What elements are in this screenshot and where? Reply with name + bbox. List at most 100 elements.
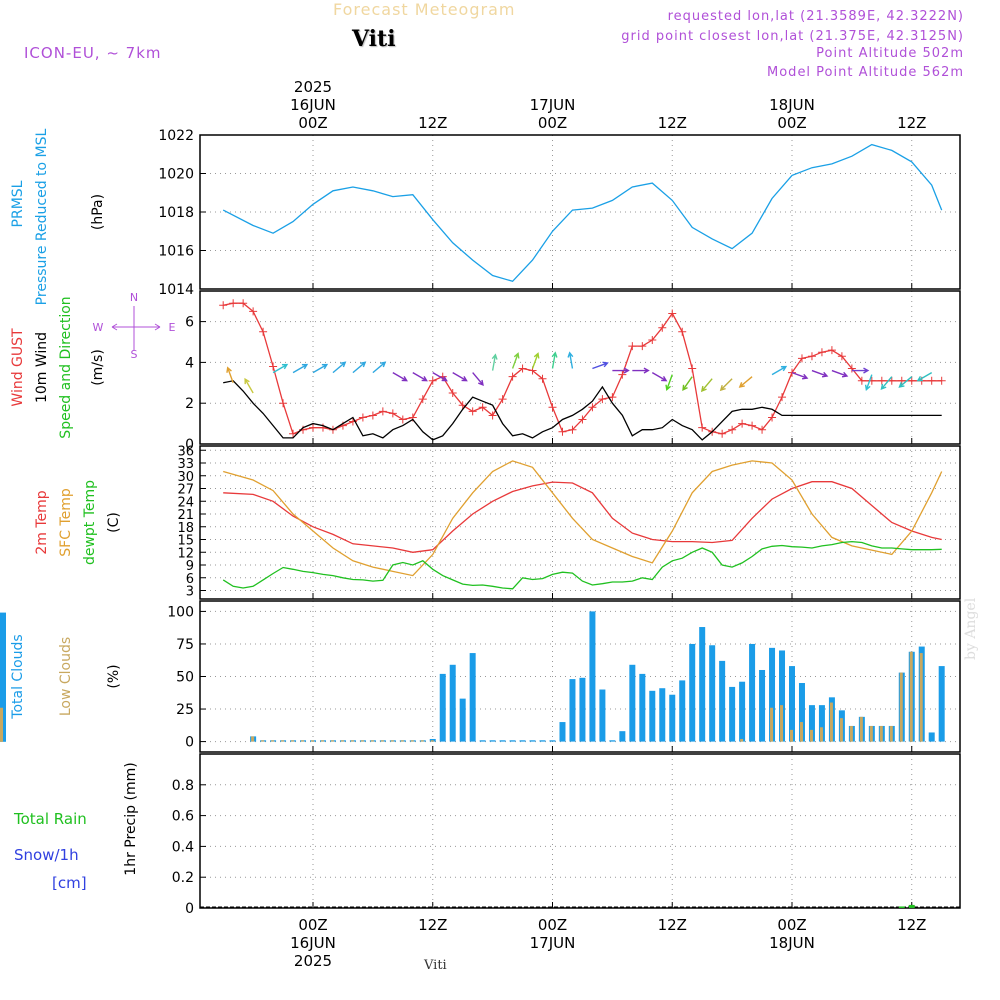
- cloud-bar-total: [639, 673, 646, 742]
- station-name: Viti: [352, 26, 396, 52]
- wind-arrow: [811, 369, 829, 378]
- compass-north: N: [130, 291, 138, 304]
- gust-marker: [488, 411, 497, 420]
- time-label-top: 18JUN: [769, 96, 815, 114]
- y-tick-label: 75: [176, 637, 194, 653]
- gust-marker: [428, 376, 437, 385]
- cloud-bar-low: [780, 705, 784, 742]
- gust-marker: [269, 362, 278, 371]
- gust-marker: [418, 395, 427, 404]
- cloud-bar-low: [859, 716, 863, 742]
- gust-marker: [448, 389, 457, 397]
- cloud-bar-total: [559, 722, 566, 742]
- gust-marker: [259, 327, 268, 336]
- time-label-top: 12Z: [658, 114, 687, 132]
- cloud-bar-low: [360, 740, 364, 742]
- gust-marker: [748, 421, 757, 430]
- wind-arrow: [592, 361, 609, 370]
- time-label-bottom: 16JUN: [290, 934, 336, 952]
- y-tick-label: 1020: [158, 167, 194, 183]
- cloud-bar-low: [849, 725, 853, 742]
- gust-marker: [608, 393, 617, 402]
- time-label-top: 00Z: [538, 114, 567, 132]
- y-axis-label: Total Clouds: [10, 634, 26, 719]
- cloud-bar-low: [271, 740, 275, 742]
- y-tick-label: 1016: [158, 244, 194, 260]
- cloud-bar-low: [839, 718, 843, 742]
- gust-marker: [558, 427, 567, 436]
- compass-east: E: [169, 321, 176, 334]
- gust-marker: [688, 364, 697, 373]
- wind-arrow: [831, 369, 849, 378]
- cloud-bar-low: [390, 740, 394, 742]
- gust-marker: [678, 327, 687, 336]
- gust-marker: [638, 342, 647, 351]
- gust-marker: [618, 370, 627, 379]
- gust-marker: [468, 407, 477, 416]
- gust-marker: [518, 364, 527, 373]
- cloud-bar-total: [759, 669, 766, 742]
- cloud-bar-total: [529, 740, 536, 742]
- cloud-bar-total: [449, 664, 456, 742]
- wind-arrow: [632, 367, 650, 374]
- time-label-bottom: 17JUN: [530, 934, 576, 952]
- panel-frame-clouds: [199, 600, 961, 753]
- cloud-bar-low: [320, 740, 324, 742]
- y-axis-label: 10m Wind: [34, 332, 50, 403]
- gust-marker: [498, 395, 507, 404]
- y-axis-label: (hPa): [90, 194, 106, 230]
- cloud-bar-total: [499, 740, 506, 742]
- series-line-10m-wind: [223, 380, 942, 441]
- wind-arrow: [567, 351, 574, 369]
- compass-arrows: [111, 306, 161, 350]
- y-tick-label: 6: [186, 572, 194, 587]
- y-tick-label: 0.2: [172, 870, 194, 886]
- wind-arrow: [916, 371, 933, 382]
- legend-snow-unit: [cm]: [52, 874, 87, 892]
- gust-marker: [598, 395, 607, 404]
- panel-frame-wind: [199, 290, 961, 445]
- wind-arrow: [412, 371, 428, 382]
- time-label-top: 00Z: [298, 114, 327, 132]
- cloud-bar-total: [459, 698, 466, 742]
- time-label-top: 12Z: [418, 114, 447, 132]
- legend-snow: Snow/1h: [14, 846, 79, 864]
- cloud-bar-total: [789, 666, 795, 742]
- series-line-sfc-temp: [223, 460, 943, 577]
- time-label-bottom: 2025: [294, 952, 332, 970]
- cloud-bar-low: [301, 740, 305, 742]
- cloud-bar-total: [569, 679, 576, 742]
- y-tick-label: 6: [185, 315, 194, 331]
- gust-marker: [698, 423, 707, 432]
- requested-coords: requested lon,lat (21.3589E, 42.3222N): [667, 9, 964, 24]
- cloud-bar-low: [281, 740, 285, 742]
- cloud-bar-low: [311, 740, 314, 742]
- cloud-bar-low: [879, 725, 883, 742]
- grid-temperature: [200, 446, 960, 599]
- cloud-bar-low: [919, 653, 923, 742]
- cloud-bar-total: [739, 681, 746, 742]
- cloud-bar-total: [579, 677, 586, 742]
- cloud-bar-total: [769, 647, 776, 742]
- y-tick-label: 0.6: [172, 809, 194, 825]
- y-tick-label: 3: [186, 585, 194, 600]
- cloud-bar-total: [729, 686, 736, 742]
- y-tick-label: 0: [185, 901, 194, 917]
- wind-arrow: [791, 371, 809, 380]
- wind-arrow: [719, 378, 733, 392]
- cloud-bar-low: [0, 731, 3, 742]
- cloud-bar-total: [808, 705, 815, 742]
- time-label-bottom: 12Z: [418, 916, 447, 934]
- gust-marker: [368, 411, 377, 420]
- gust-marker: [797, 354, 806, 363]
- cloud-bar-low: [380, 740, 384, 742]
- chart-title: Forecast Meteogram: [333, 0, 516, 19]
- gust-marker: [588, 403, 597, 412]
- gust-marker: [648, 335, 657, 344]
- cloud-bar-low: [400, 740, 404, 742]
- cloud-bar-total: [539, 740, 546, 742]
- cloud-bar-total: [779, 650, 786, 742]
- wind-arrow: [771, 365, 788, 376]
- gust-marker: [758, 425, 767, 434]
- point-altitude: Point Altitude 502m: [816, 46, 964, 61]
